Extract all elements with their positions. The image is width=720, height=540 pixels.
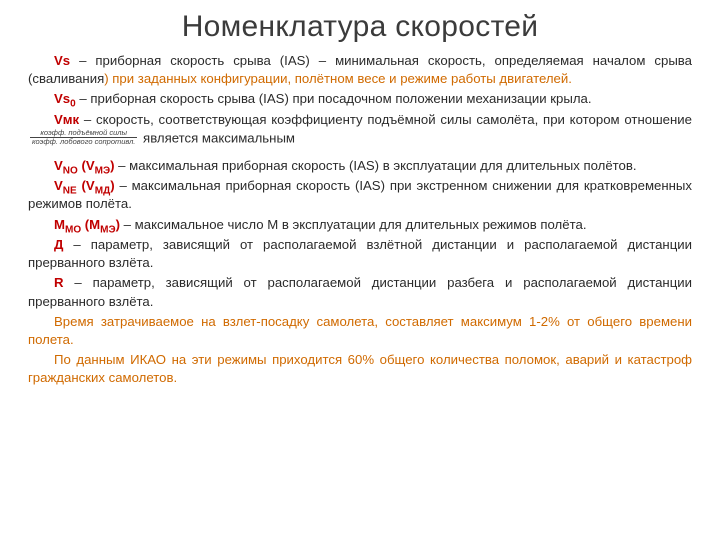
item-vne: VNE (VМД) – максимальная приборная скоро… — [28, 177, 692, 213]
vne-b: (V — [77, 178, 95, 193]
term-vne: VNE (VМД) — [54, 178, 115, 193]
item-mmo: MMO (MМЭ) – максимальное число М в экспл… — [28, 216, 692, 234]
vno-b: (V — [78, 158, 95, 173]
vno-sb: МЭ — [95, 166, 110, 177]
vmk-pre: – скорость, соответствующая коэффициенту… — [79, 112, 692, 127]
r-text: – параметр, зависящий от располагаемой д… — [28, 275, 692, 308]
term-vno: VNO (VМЭ) — [54, 158, 115, 173]
item-icao: По данным ИКАО на эти режимы приходится … — [28, 351, 692, 387]
term-vmk: Vмк — [54, 112, 79, 127]
mmo-sa: MO — [65, 224, 81, 235]
item-d: Д – параметр, зависящий от располагаемой… — [28, 236, 692, 272]
term-r: R — [54, 275, 64, 290]
d-text: – параметр, зависящий от располагаемой в… — [28, 237, 692, 270]
term-d: Д — [54, 237, 63, 252]
vno-text: – максимальная приборная скорость (IAS) … — [115, 158, 637, 173]
item-vno: VNO (VМЭ) – максимальная приборная скоро… — [28, 157, 692, 175]
frac-den: коэфф. лобового сопротивл. — [30, 138, 137, 146]
mmo-b: (M — [81, 217, 100, 232]
slide: Номенклатура скоростей Vs – приборная ск… — [0, 0, 720, 540]
mmo-text: – максимальное число М в эксплуатации дл… — [120, 217, 586, 232]
vs-orange: ) при заданных конфигурации, полётном ве… — [104, 71, 572, 86]
term-vs: Vs — [54, 53, 70, 68]
vno-sa: NO — [63, 166, 78, 177]
icao-text: По данным ИКАО на эти режимы приходится … — [28, 352, 692, 385]
term-vs0-base: Vs — [54, 91, 70, 106]
item-vs0: Vs0 – приборная скорость срыва (IAS) при… — [28, 90, 692, 108]
term-vs0: Vs0 — [54, 91, 76, 106]
item-vs: Vs – приборная скорость срыва (IAS) – ми… — [28, 52, 692, 88]
mmo-a: M — [54, 217, 65, 232]
vne-a: V — [54, 178, 63, 193]
time-text: Время затрачиваемое на взлет-посадку сам… — [28, 314, 692, 347]
vmk-post: является максимальным — [139, 130, 295, 145]
vne-text: – максимальная приборная скорость (IAS) … — [28, 178, 692, 211]
term-mmo: MMO (MМЭ) — [54, 217, 120, 232]
vmk-fraction: коэфф. подъёмной силыкоэфф. лобового соп… — [30, 129, 137, 149]
vno-a: V — [54, 158, 63, 173]
item-r: R – параметр, зависящий от располагаемой… — [28, 274, 692, 310]
slide-title: Номенклатура скоростей — [28, 10, 692, 44]
item-vmk: Vмк – скорость, соответствующая коэффици… — [28, 111, 692, 149]
item-time: Время затрачиваемое на взлет-посадку сам… — [28, 313, 692, 349]
mmo-sb: МЭ — [100, 224, 115, 235]
vs0-text: – приборная скорость срыва (IAS) при пос… — [76, 91, 592, 106]
